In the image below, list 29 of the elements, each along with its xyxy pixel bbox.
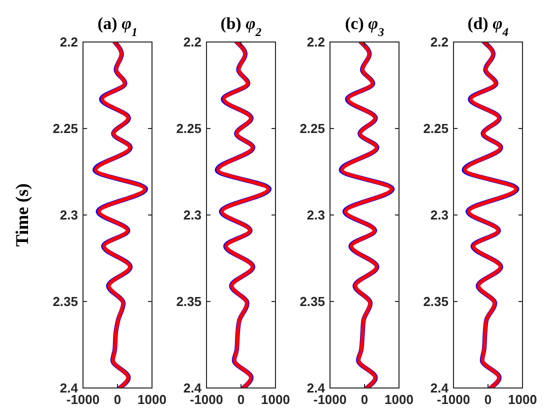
chart-title: (b) φ$_{2}$ bbox=[220, 14, 262, 39]
y-tick-label: 2.35 bbox=[52, 294, 78, 310]
y-tick-label: 2.25 bbox=[52, 121, 78, 136]
chart-title: (a) φ$_{1}$ bbox=[98, 14, 138, 39]
y-tick-label: 2.3 bbox=[306, 208, 325, 223]
y-tick-label: 2.3 bbox=[60, 208, 78, 223]
y-tick-label: 2.3 bbox=[430, 208, 448, 223]
y-tick-label: 2.2 bbox=[430, 34, 448, 50]
y-tick-label: 2.2 bbox=[183, 34, 202, 50]
x-tick-label: 1000 bbox=[384, 392, 414, 407]
x-tick-label: 1000 bbox=[508, 392, 537, 407]
y-tick-label: 2.25 bbox=[300, 121, 325, 136]
y-tick-label: 2.35 bbox=[176, 294, 202, 310]
chart-title: (d) φ$_{4}$ bbox=[468, 14, 509, 39]
x-tick-label: 0 bbox=[237, 392, 245, 407]
x-tick-label: 1000 bbox=[261, 392, 290, 407]
y-tick-label: 2.35 bbox=[423, 294, 448, 310]
y-tick-label: 2.25 bbox=[423, 121, 448, 136]
y-tick-label: 2.25 bbox=[176, 121, 202, 136]
y-tick-label: 2.2 bbox=[60, 34, 78, 50]
x-tick-label: 0 bbox=[114, 392, 122, 407]
x-tick-label: 0 bbox=[484, 392, 492, 407]
y-tick-label: 2.3 bbox=[183, 208, 202, 223]
y-tick-label: 2.2 bbox=[306, 34, 325, 50]
y-tick-label: 2.35 bbox=[300, 294, 325, 310]
y-axis-title: Time (s) bbox=[12, 183, 32, 247]
x-tick-label: 1000 bbox=[138, 392, 166, 407]
x-tick-label: 0 bbox=[360, 392, 368, 407]
chart-title: (c) φ$_{3}$ bbox=[344, 14, 384, 39]
